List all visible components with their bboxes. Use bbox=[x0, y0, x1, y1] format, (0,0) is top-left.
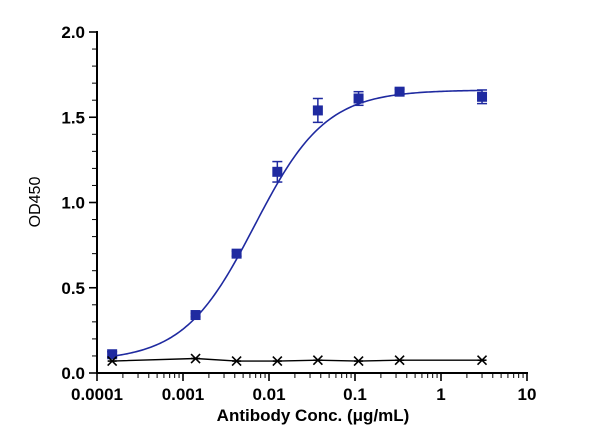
data-point-asterisk bbox=[353, 355, 364, 367]
x-tick-label: 10 bbox=[518, 385, 537, 404]
data-point-square bbox=[353, 93, 364, 104]
data-point-square bbox=[477, 91, 488, 102]
baseline-line bbox=[112, 357, 483, 362]
y-tick-label: 2.0 bbox=[61, 23, 85, 42]
y-axis-ticks: 0.0 0.5 1.0 1.5 2.0 bbox=[61, 23, 97, 383]
axes bbox=[96, 31, 528, 374]
data-point-square bbox=[272, 166, 283, 177]
x-tick-label: 1 bbox=[436, 385, 445, 404]
data-point-asterisk bbox=[476, 355, 488, 366]
data-point-asterisk bbox=[394, 355, 405, 366]
y-tick-label: 1.0 bbox=[61, 194, 85, 213]
data-point-asterisk bbox=[272, 355, 283, 367]
x-tick-label: 0.01 bbox=[252, 385, 285, 404]
fit-curves bbox=[112, 89, 483, 362]
data-point-asterisk bbox=[231, 355, 242, 367]
x-tick-label: 0.0001 bbox=[71, 385, 123, 404]
x-tick-label: 0.1 bbox=[343, 385, 367, 404]
x-axis-title: Antibody Conc. (μg/mL) bbox=[217, 406, 410, 425]
y-axis-title: OD450 bbox=[27, 177, 44, 228]
x-axis-ticks: 0.0001 0.001 0.01 0.1 1 10 bbox=[71, 373, 536, 404]
y-tick-label: 0.5 bbox=[61, 279, 85, 298]
y-tick-label: 1.5 bbox=[61, 108, 85, 127]
y-tick-label: 0.0 bbox=[61, 364, 85, 383]
data-point-square bbox=[312, 105, 323, 116]
data-point-square bbox=[231, 248, 242, 259]
data-point-asterisk bbox=[190, 353, 201, 364]
fit-curve bbox=[112, 89, 483, 358]
data-points bbox=[107, 86, 488, 367]
data-point-square bbox=[190, 310, 201, 321]
data-point-square bbox=[107, 349, 118, 360]
data-point-square bbox=[394, 86, 405, 97]
data-point-asterisk bbox=[107, 355, 118, 367]
data-point-asterisk bbox=[312, 355, 323, 366]
x-tick-label: 0.001 bbox=[162, 385, 205, 404]
